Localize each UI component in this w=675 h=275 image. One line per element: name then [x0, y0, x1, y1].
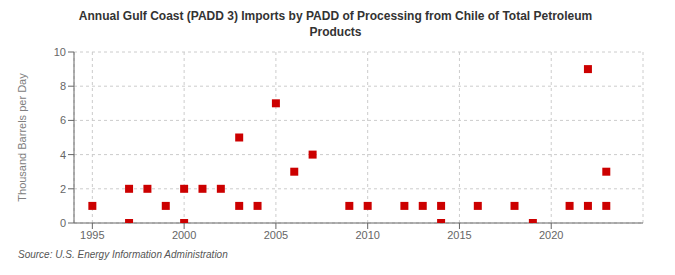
svg-text:2010: 2010: [355, 229, 379, 241]
svg-text:4: 4: [60, 149, 66, 161]
html-text:Annual Gulf Coast (PADD 3) Imp: Annual Gulf Coast (PADD 3) Imports by PA…: [78, 9, 593, 23]
svg-text:2015: 2015: [447, 229, 471, 241]
svg-text:8: 8: [60, 80, 66, 92]
svg-text:0: 0: [60, 217, 66, 229]
svg-text:2: 2: [60, 183, 66, 195]
svg-text:2000: 2000: [172, 229, 196, 241]
svg-text:2020: 2020: [539, 229, 563, 241]
svg-text:6: 6: [60, 114, 66, 126]
svg-text:Thousand Barrels per Day: Thousand Barrels per Day: [16, 73, 28, 202]
svg-text:2005: 2005: [264, 229, 288, 241]
html-text:Source: U.S. Energy Informatio: Source: U.S. Energy Information Administ…: [18, 249, 228, 260]
svg-text:1995: 1995: [80, 229, 104, 241]
svg-text:10: 10: [54, 46, 66, 58]
html-text:Products: Products: [309, 25, 362, 39]
